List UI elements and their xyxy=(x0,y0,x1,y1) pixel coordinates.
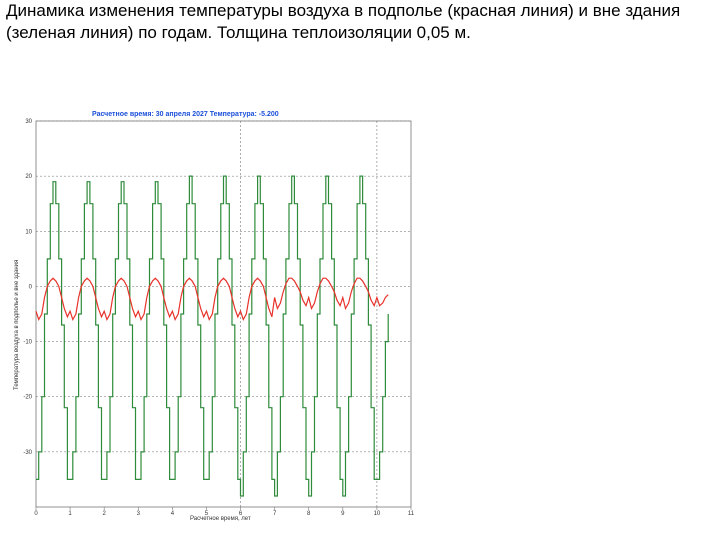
x-axis-label: Расчетное время, лет xyxy=(190,516,251,522)
slide-title: Динамика изменения температуры воздуха в… xyxy=(6,1,681,42)
y-tick-label: 20 xyxy=(25,174,32,180)
y-tick-label: 30 xyxy=(25,119,32,125)
x-tick-label: 4 xyxy=(171,511,175,517)
series-outside xyxy=(36,175,389,497)
x-tick-label: 0 xyxy=(34,511,38,517)
y-ticks: 30 20 10 0 -10 -20 -30 xyxy=(23,119,32,456)
plot-frame xyxy=(35,120,412,508)
x-tick-label: 1 xyxy=(68,511,72,517)
x-tick-label: 7 xyxy=(273,511,277,517)
y-tick-label: -10 xyxy=(23,340,32,346)
x-tick-label: 9 xyxy=(341,511,345,517)
series-underground xyxy=(35,277,389,321)
y-tick-label: 10 xyxy=(25,229,32,235)
x-tick-label: 11 xyxy=(408,511,415,517)
y-tick-label: -20 xyxy=(23,395,32,401)
x-tick-label: 5 xyxy=(205,511,209,517)
x-tick-label: 2 xyxy=(103,511,107,517)
x-tick-label: 10 xyxy=(374,511,381,517)
x-tick-label: 3 xyxy=(137,511,141,517)
outside-temperature-line xyxy=(36,175,389,497)
x-ticks: 0 1 2 3 4 5 6 7 8 9 10 11 xyxy=(34,507,415,517)
x-tick-label: 6 xyxy=(239,511,243,517)
y-axis-label: Температура воздуха в подполье и вне зда… xyxy=(14,260,20,390)
runtime-label: Расчетное время: 30 апреля 2027 Температ… xyxy=(92,111,279,118)
cursor-lines xyxy=(240,121,378,507)
y-tick-label: -30 xyxy=(23,450,32,456)
underground-temperature-line xyxy=(35,277,389,321)
y-tick-label: 0 xyxy=(29,284,33,290)
x-tick-label: 8 xyxy=(307,511,311,517)
